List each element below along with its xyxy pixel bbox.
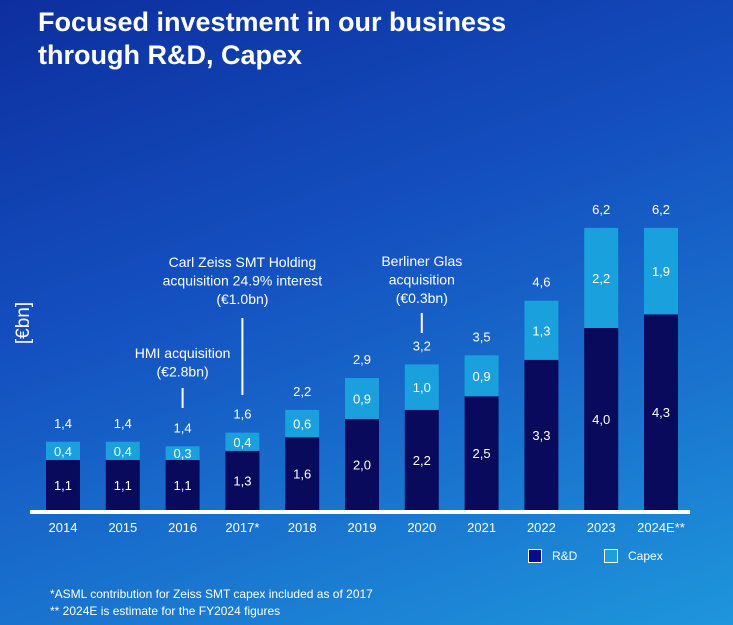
x-tick-label: 2022 — [527, 520, 556, 535]
bar-rd — [584, 328, 619, 510]
legend-label-rd: R&D — [552, 549, 578, 563]
data-label-rd: 3,3 — [532, 428, 550, 443]
bar-capex — [285, 409, 320, 438]
bar-rd — [345, 419, 379, 510]
data-label-total: 4,6 — [532, 275, 550, 290]
x-tick-label: 2019 — [348, 520, 377, 535]
bar-rd — [464, 396, 499, 510]
x-tick-label: 2017* — [225, 520, 259, 535]
x-tick-label: 2014 — [49, 520, 78, 535]
data-label-rd: 1,1 — [54, 478, 72, 493]
bar-rd — [46, 459, 80, 510]
bar-rd — [524, 359, 559, 510]
data-label-capex: 0,4 — [233, 435, 251, 450]
page-title: Focused investment in our business throu… — [38, 6, 506, 72]
legend-capex: Capex — [604, 549, 663, 563]
bar-capex — [165, 446, 200, 460]
title-line-1: Focused investment in our business — [38, 7, 507, 37]
bar-rd — [105, 459, 140, 510]
bar-capex — [225, 432, 260, 451]
x-tick-label: 2016 — [168, 520, 197, 535]
annotation-text: Carl Zeiss SMT Holding — [169, 254, 317, 270]
footnote-2: ** 2024E is estimate for the FY2024 figu… — [50, 604, 281, 618]
x-tick-label: 2024E** — [637, 520, 685, 535]
legend-label-capex: Capex — [628, 549, 663, 563]
data-label-rd: 1,3 — [233, 473, 251, 488]
data-label-total: 1,4 — [54, 416, 72, 431]
data-label-capex: 0,4 — [54, 444, 72, 459]
annotation-text: acquisition — [389, 272, 455, 288]
annotation-text: HMI acquisition — [135, 345, 231, 361]
data-label-capex: 0,6 — [293, 417, 311, 432]
bar-capex — [345, 378, 379, 419]
data-label-total: 3,2 — [413, 338, 431, 353]
bar-capex — [105, 441, 140, 460]
title-line-2: through R&D, Capex — [38, 40, 303, 70]
bar-capex — [584, 227, 619, 328]
data-label-total: 2,2 — [293, 384, 311, 399]
data-label-capex: 0,9 — [473, 369, 491, 384]
x-tick-label: 2015 — [108, 520, 137, 535]
data-label-capex: 0,3 — [174, 446, 192, 461]
bar-capex — [644, 227, 678, 315]
annotation-text: (€1.0bn) — [216, 291, 268, 307]
annotation-text: (€2.8bn) — [157, 364, 209, 380]
bar-rd — [285, 437, 320, 510]
data-label-capex: 0,9 — [353, 392, 371, 407]
x-tick-label: 2020 — [407, 520, 436, 535]
data-label-total: 1,4 — [174, 420, 192, 435]
legend-rd: R&D — [528, 549, 577, 563]
data-label-capex: 1,9 — [652, 264, 670, 279]
data-label-total: 1,4 — [114, 416, 132, 431]
data-label-total: 3,5 — [473, 329, 491, 344]
bar-capex — [404, 364, 439, 410]
data-label-capex: 1,0 — [413, 380, 431, 395]
data-label-total: 6,2 — [652, 202, 670, 217]
x-tick-label: 2023 — [587, 520, 616, 535]
footnote-1: *ASML contribution for Zeiss SMT capex i… — [50, 587, 373, 601]
data-label-rd: 1,6 — [293, 467, 311, 482]
bar-rd — [644, 314, 678, 510]
data-label-rd: 2,2 — [413, 453, 431, 468]
annotation-text: (€0.3bn) — [396, 290, 448, 306]
bar-capex — [46, 441, 80, 460]
legend-swatch-rd — [528, 549, 542, 563]
data-label-rd: 1,1 — [114, 478, 132, 493]
data-label-total: 6,2 — [592, 202, 610, 217]
bar-capex — [464, 355, 499, 397]
data-label-rd: 4,3 — [652, 405, 670, 420]
data-label-rd: 2,0 — [353, 458, 371, 473]
legend-swatch-capex — [604, 549, 618, 563]
bar-capex — [524, 300, 559, 360]
bar-rd — [165, 459, 200, 510]
data-label-capex: 1,3 — [532, 323, 550, 338]
x-tick-label: 2018 — [288, 520, 317, 535]
data-label-total: 2,9 — [353, 352, 371, 367]
bar-rd — [225, 450, 260, 510]
x-tick-label: 2021 — [467, 520, 496, 535]
annotation-text: acquisition 24.9% interest — [163, 273, 323, 289]
data-label-rd: 2,5 — [473, 446, 491, 461]
data-label-capex: 0,4 — [114, 444, 132, 459]
annotation-text: Berliner Glas — [381, 253, 462, 269]
data-label-capex: 2,2 — [592, 271, 610, 286]
bar-rd — [404, 409, 439, 510]
data-label-rd: 4,0 — [592, 412, 610, 427]
data-label-rd: 1,1 — [174, 478, 192, 493]
data-label-total: 1,6 — [233, 407, 251, 422]
